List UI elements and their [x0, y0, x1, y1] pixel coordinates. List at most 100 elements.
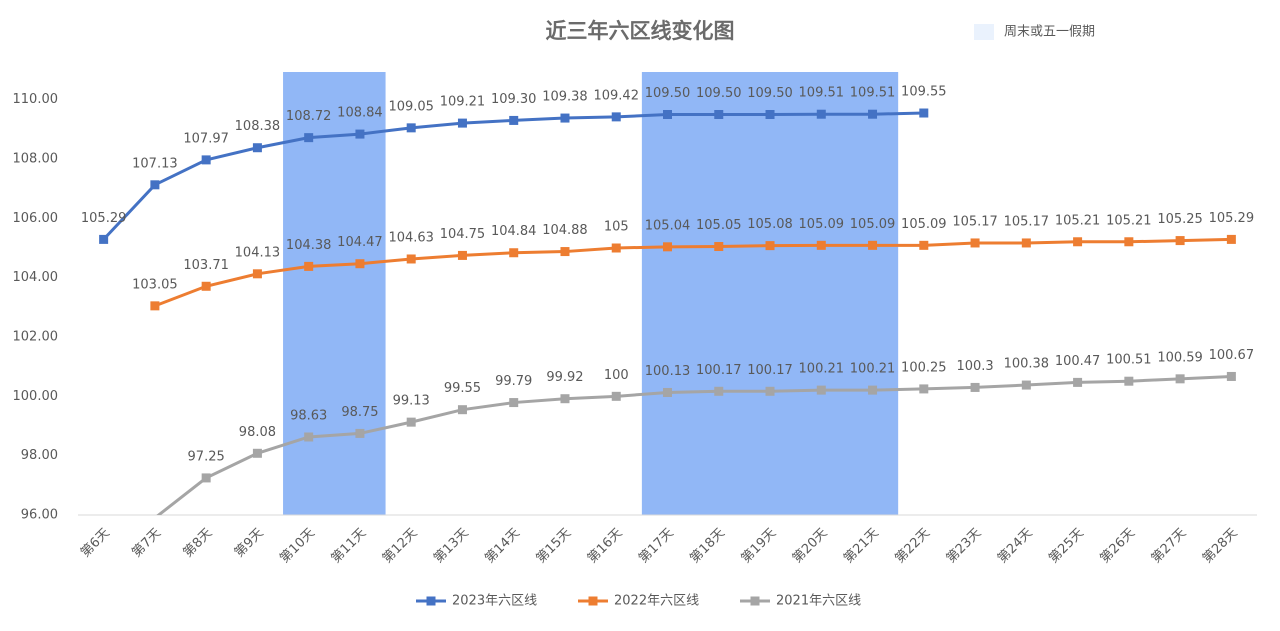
series-marker — [252, 448, 262, 458]
data-label: 105.21 — [1055, 213, 1101, 228]
data-label: 103.71 — [183, 258, 229, 273]
series-marker — [765, 241, 775, 251]
series-marker — [868, 109, 878, 119]
data-label: 109.30 — [491, 92, 537, 107]
y-tick-label: 100.00 — [13, 389, 59, 404]
data-label: 105.29 — [1209, 211, 1255, 226]
series-marker — [560, 394, 570, 404]
series-marker — [355, 129, 365, 139]
data-label: 98.63 — [290, 408, 327, 423]
highlight-legend-label: 周末或五一假期 — [1004, 25, 1095, 40]
data-label: 108.84 — [337, 106, 383, 121]
series-marker — [816, 240, 826, 250]
series-marker — [355, 259, 365, 269]
series-marker — [509, 398, 519, 408]
data-label: 109.42 — [593, 88, 639, 103]
data-label: 99.79 — [495, 374, 532, 389]
series-marker — [1124, 237, 1134, 247]
series-marker — [150, 301, 160, 311]
series-marker — [1073, 377, 1083, 387]
series-marker — [1073, 237, 1083, 247]
series-marker — [355, 428, 365, 438]
y-tick-label: 96.00 — [21, 508, 58, 523]
series-marker — [1124, 376, 1134, 386]
data-label: 99.92 — [546, 370, 583, 385]
data-label: 98.75 — [341, 405, 378, 420]
series-marker — [816, 109, 826, 119]
data-label: 107.97 — [183, 131, 229, 146]
data-label: 99.13 — [393, 394, 430, 409]
series-marker — [457, 405, 467, 415]
series-marker — [919, 240, 929, 250]
series-marker — [457, 250, 467, 260]
data-label: 100.21 — [850, 362, 896, 377]
series-marker — [1175, 236, 1185, 246]
series-marker — [868, 240, 878, 250]
series-marker — [304, 133, 314, 143]
series-marker — [868, 385, 878, 395]
y-tick-label: 110.00 — [13, 92, 59, 107]
data-label: 105 — [604, 220, 629, 235]
series-line — [154, 237, 1232, 308]
series-marker — [663, 242, 672, 252]
series-marker — [560, 113, 570, 123]
series-marker — [816, 385, 826, 395]
legend-marker — [426, 596, 436, 606]
series-marker — [765, 110, 775, 119]
data-label: 100.21 — [799, 362, 845, 377]
data-label: 104.75 — [440, 227, 486, 242]
data-label: 104.88 — [542, 223, 588, 238]
data-label: 100.25 — [901, 360, 947, 375]
series-marker — [970, 238, 980, 248]
series-marker — [1175, 374, 1185, 384]
legend-label: 2021年六区线 — [776, 594, 861, 609]
series-marker — [99, 234, 109, 244]
data-label: 100.3 — [956, 359, 993, 374]
data-label: 108.72 — [286, 109, 332, 124]
data-label: 109.21 — [440, 95, 486, 110]
data-label: 100 — [604, 368, 629, 383]
data-label: 105.17 — [952, 214, 998, 229]
data-label: 104.47 — [337, 235, 383, 250]
data-label: 104.13 — [235, 245, 281, 260]
series-marker — [765, 386, 775, 396]
data-label: 100.47 — [1055, 354, 1101, 369]
series-marker — [611, 391, 621, 401]
y-tick-label: 108.00 — [13, 152, 59, 167]
data-label: 100.59 — [1157, 350, 1203, 365]
series-marker — [406, 417, 416, 427]
series-marker — [150, 180, 160, 190]
highlight-band — [641, 72, 899, 515]
y-tick-label: 102.00 — [13, 330, 59, 345]
data-label: 105.05 — [696, 218, 742, 233]
data-label: 100.13 — [645, 364, 691, 379]
series-marker — [919, 384, 929, 394]
data-label: 105.08 — [747, 217, 793, 232]
data-label: 99.55 — [444, 381, 481, 396]
series-marker — [714, 110, 724, 119]
series-marker — [509, 248, 519, 258]
data-label: 109.55 — [901, 85, 947, 100]
data-label: 104.63 — [388, 230, 434, 245]
data-label: 109.51 — [850, 86, 896, 101]
series-marker — [714, 242, 724, 252]
series-marker — [457, 118, 467, 128]
series-marker — [663, 110, 672, 119]
data-label: 109.05 — [388, 99, 434, 114]
series-marker — [611, 243, 621, 253]
data-label: 100.51 — [1106, 353, 1152, 368]
data-label: 108.38 — [235, 119, 281, 134]
data-label: 104.38 — [286, 238, 332, 253]
data-label: 100.67 — [1209, 348, 1255, 363]
series-marker — [714, 386, 724, 396]
series-marker — [1021, 380, 1031, 390]
series-marker — [1226, 371, 1236, 381]
series-line — [156, 374, 1232, 515]
data-label: 100.17 — [696, 363, 742, 378]
data-label: 105.21 — [1106, 213, 1152, 228]
data-label: 105.29 — [81, 211, 127, 226]
data-label: 105.09 — [901, 217, 947, 232]
data-label: 105.17 — [1004, 214, 1050, 229]
chart-title: 近三年六区线变化图 — [546, 19, 735, 43]
